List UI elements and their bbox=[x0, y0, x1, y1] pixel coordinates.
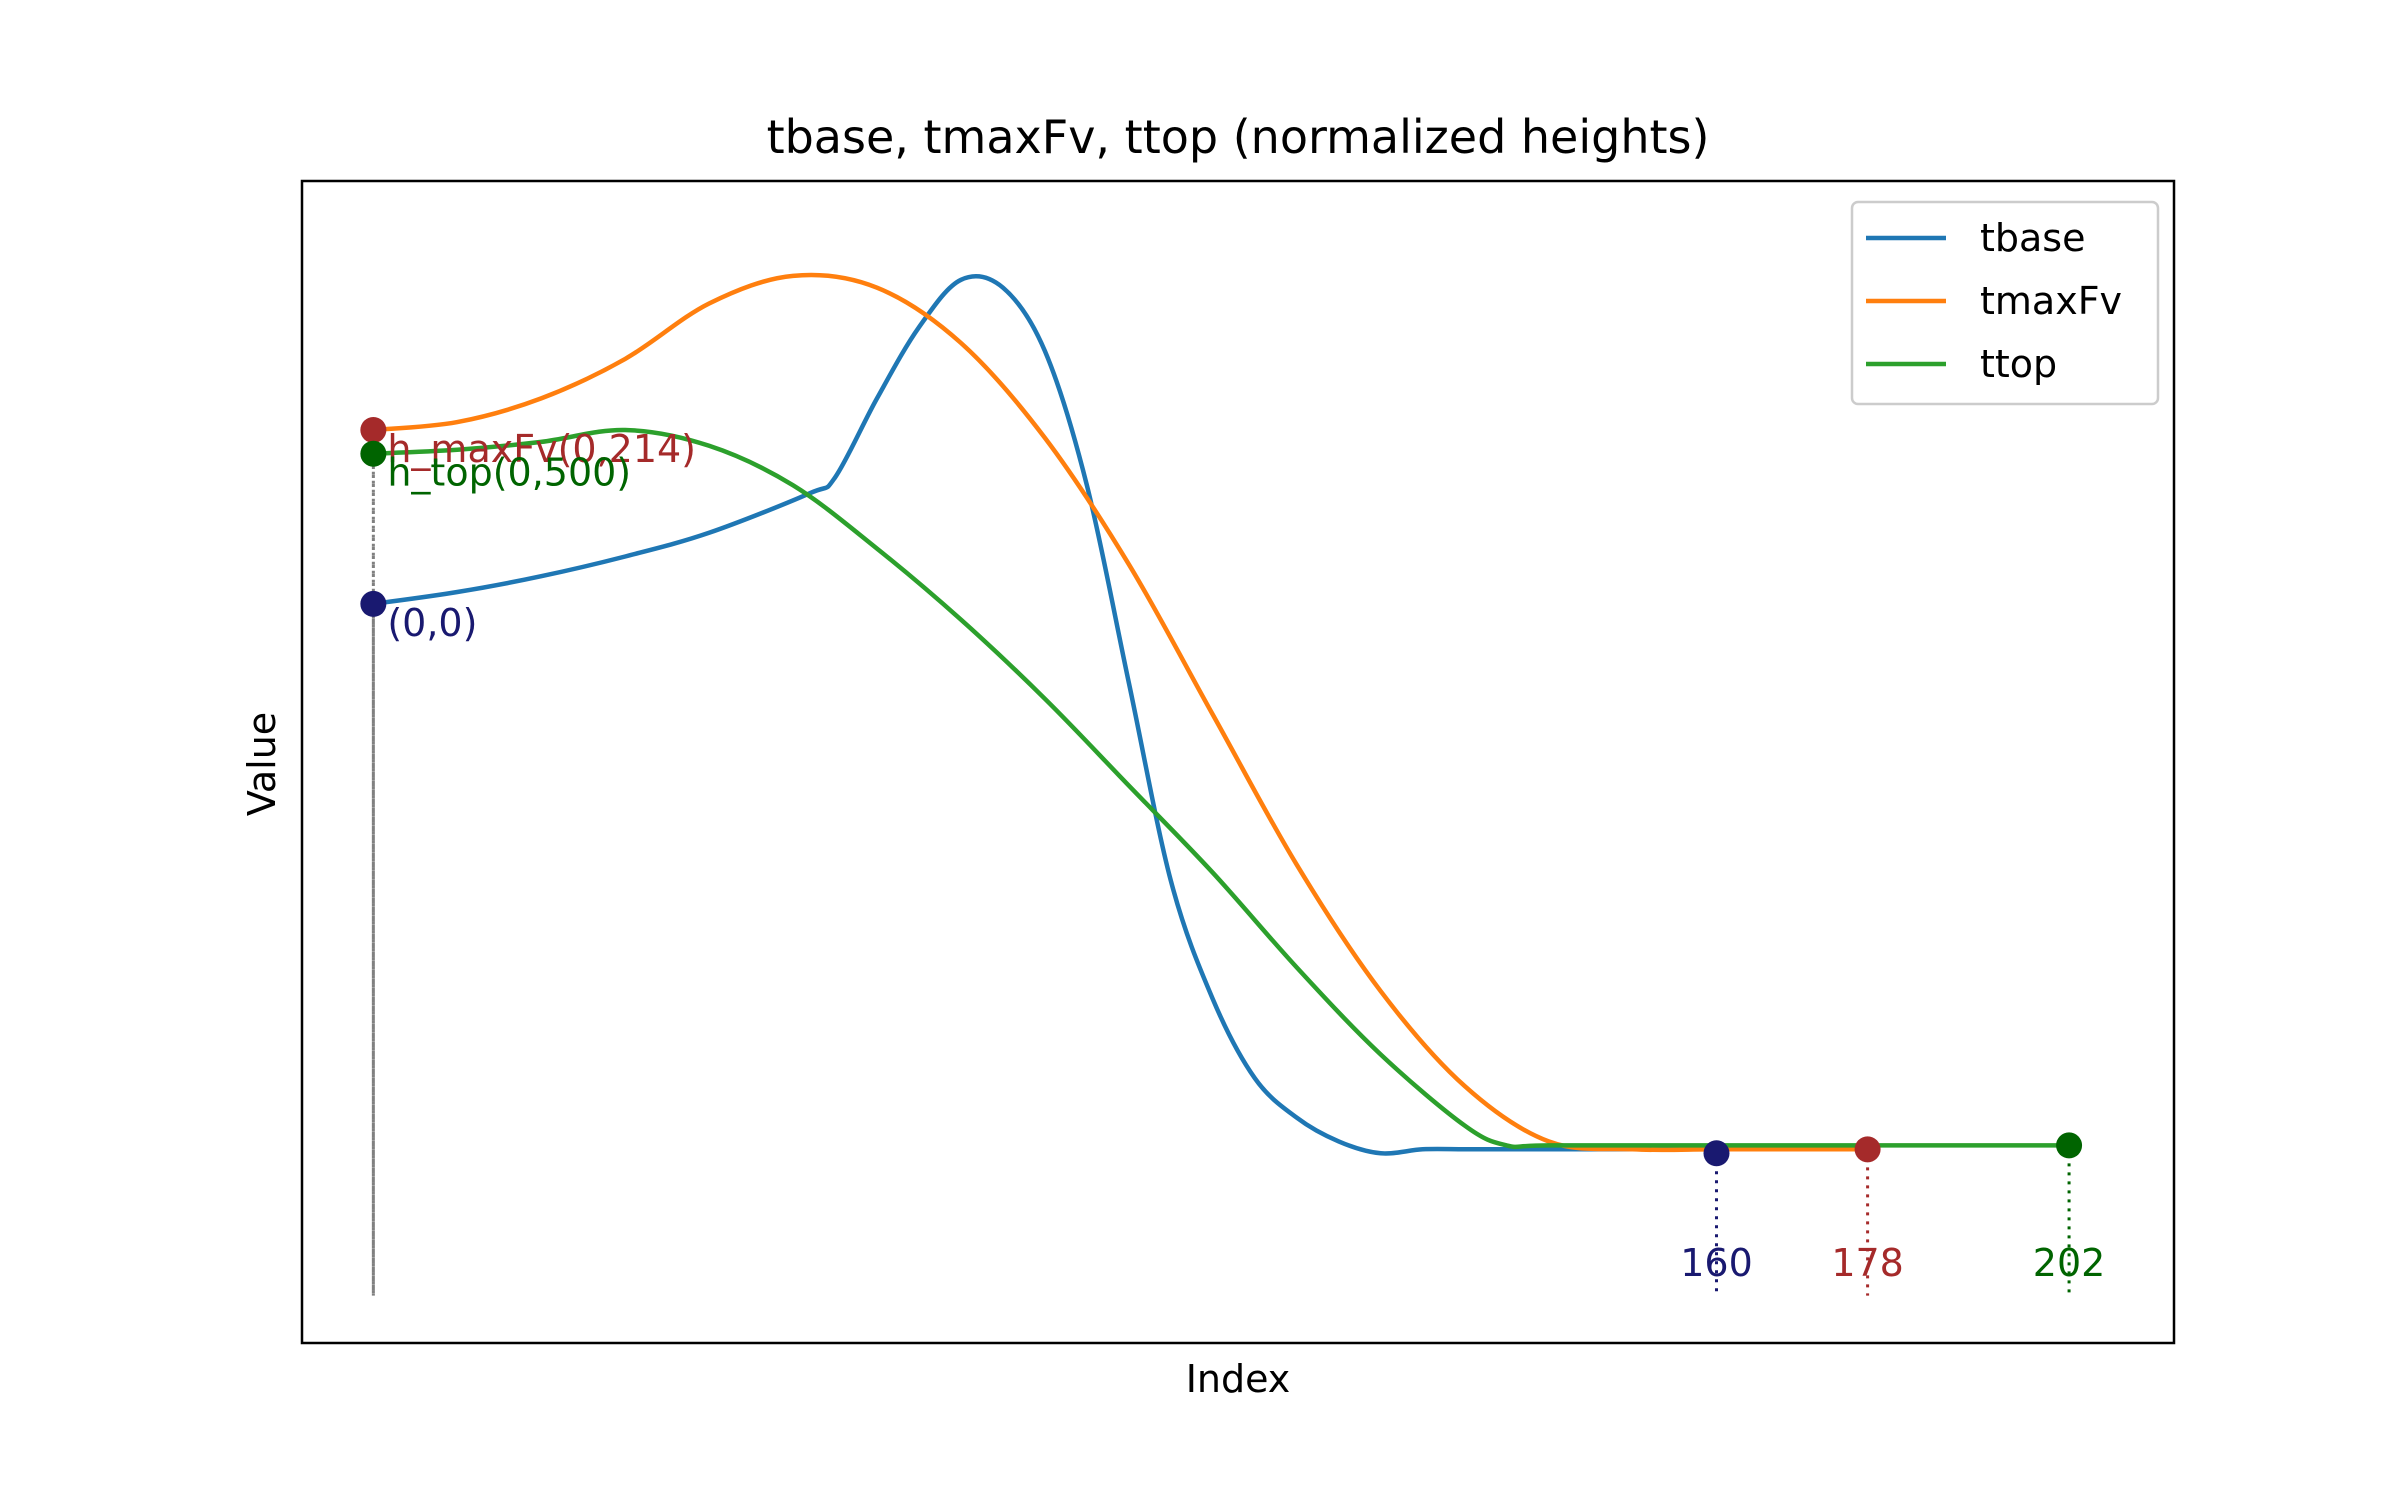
legend-label-tmaxfv: tmaxFv bbox=[1980, 279, 2122, 323]
marker-160 bbox=[1703, 1140, 1730, 1167]
y-axis-label: Value bbox=[240, 712, 284, 816]
marker-178 bbox=[1854, 1136, 1881, 1163]
annotation-label-0-0: (0,0) bbox=[387, 601, 477, 645]
marker-h-top-0-500 bbox=[360, 440, 387, 467]
series-line-ttop bbox=[371, 427, 2072, 1150]
marker-h-maxfv-0-214 bbox=[360, 417, 387, 443]
annotation-label-178: 178 bbox=[1831, 1241, 1904, 1285]
axes-frame bbox=[300, 179, 2176, 1345]
series-line-tbase bbox=[371, 274, 1719, 1156]
annotation-label-h-maxfv-0-214: h_maxFv(0,214) bbox=[387, 427, 696, 471]
legend-label-tbase: tbase bbox=[1980, 216, 2085, 260]
legend-label-ttop: ttop bbox=[1980, 342, 2057, 386]
series-line-tmaxfv bbox=[371, 272, 1870, 1153]
marker-0-0 bbox=[360, 590, 387, 617]
marker-202 bbox=[2056, 1132, 2083, 1159]
annotation-label-h-top-0-500: h_top(0,500) bbox=[387, 451, 631, 495]
chart-title: tbase, tmaxFv, ttop (normalized heights) bbox=[767, 110, 1710, 164]
legend-box bbox=[1850, 200, 2160, 406]
annotation-label-160: 160 bbox=[1680, 1241, 1753, 1285]
annotation-label-202: 202 bbox=[2033, 1241, 2106, 1285]
plot-area: (0,0) h_maxFv(0,214)h_top(0,500) 160 178 202 bbox=[360, 272, 2106, 1296]
x-axis-label: Index bbox=[1186, 1357, 1291, 1401]
legend: tbase tmaxFv ttop bbox=[1850, 200, 2160, 406]
